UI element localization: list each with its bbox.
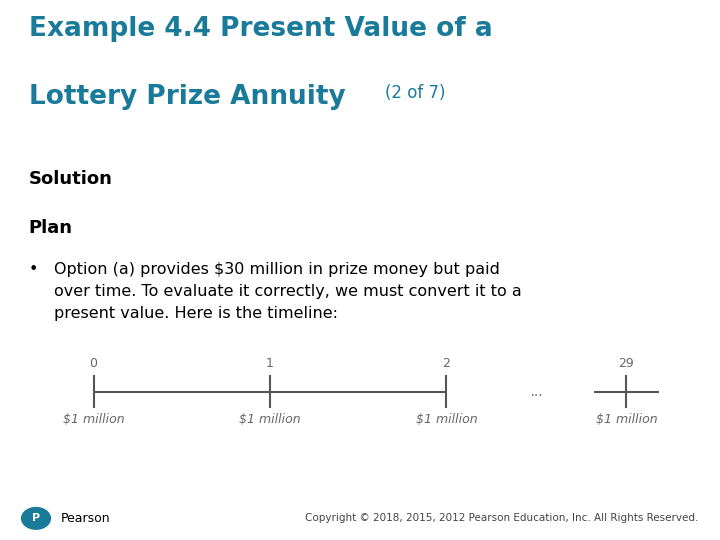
Text: $1 million: $1 million	[239, 413, 301, 426]
Text: (2 of 7): (2 of 7)	[385, 84, 446, 102]
Text: P: P	[32, 514, 40, 523]
Text: $1 million: $1 million	[63, 413, 125, 426]
Text: Pearson: Pearson	[61, 512, 111, 525]
Text: Plan: Plan	[29, 219, 73, 237]
Text: ...: ...	[530, 384, 543, 399]
Text: $1 million: $1 million	[415, 413, 477, 426]
Text: Lottery Prize Annuity: Lottery Prize Annuity	[29, 84, 346, 110]
Circle shape	[22, 508, 50, 529]
Text: Copyright © 2018, 2015, 2012 Pearson Education, Inc. All Rights Reserved.: Copyright © 2018, 2015, 2012 Pearson Edu…	[305, 514, 698, 523]
Text: •: •	[29, 262, 38, 277]
Text: 2: 2	[443, 357, 450, 370]
Text: 0: 0	[89, 357, 98, 370]
Text: 1: 1	[266, 357, 274, 370]
Text: Solution: Solution	[29, 170, 112, 188]
Text: Option (a) provides $30 million in prize money but paid
over time. To evaluate i: Option (a) provides $30 million in prize…	[54, 262, 522, 321]
Text: 29: 29	[618, 357, 634, 370]
Text: $1 million: $1 million	[595, 413, 657, 426]
Text: Example 4.4 Present Value of a: Example 4.4 Present Value of a	[29, 16, 492, 42]
